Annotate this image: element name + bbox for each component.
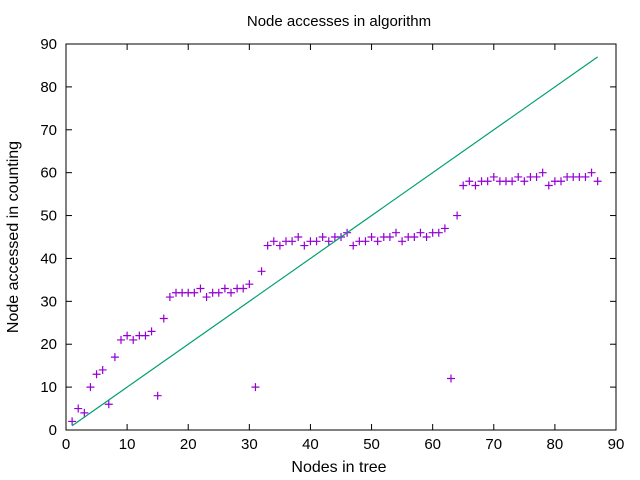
x-tick-label: 60 bbox=[424, 436, 441, 453]
data-point bbox=[98, 365, 107, 374]
x-tick-label: 70 bbox=[485, 436, 502, 453]
data-point bbox=[373, 237, 382, 246]
line-layer bbox=[71, 56, 599, 427]
data-point bbox=[153, 391, 162, 400]
data-point bbox=[257, 267, 266, 276]
data-point bbox=[80, 408, 89, 417]
data-point bbox=[288, 237, 297, 246]
y-axis: 0 10 20 30 40 50 60 70 80 90 bbox=[40, 36, 616, 439]
data-point bbox=[367, 233, 376, 241]
data-point bbox=[202, 293, 211, 302]
data-point bbox=[214, 288, 223, 297]
data-point bbox=[544, 181, 553, 190]
data-point bbox=[117, 335, 125, 344]
data-point bbox=[300, 241, 309, 250]
data-point bbox=[141, 331, 150, 340]
data-point bbox=[275, 241, 284, 250]
plot-frame bbox=[65, 43, 617, 431]
x-tick-label: 90 bbox=[608, 436, 625, 453]
data-point bbox=[593, 177, 602, 186]
data-point bbox=[92, 370, 101, 379]
y-tick-label: 20 bbox=[40, 336, 57, 353]
y-axis-label: Node accessed in counting bbox=[5, 141, 22, 333]
data-point bbox=[416, 228, 425, 237]
data-point bbox=[361, 237, 370, 246]
data-point bbox=[489, 172, 498, 181]
y-tick-label: 90 bbox=[40, 36, 57, 53]
data-point bbox=[190, 288, 199, 297]
data-point bbox=[110, 353, 119, 362]
data-point bbox=[74, 404, 83, 413]
data-point bbox=[251, 383, 260, 392]
data-point bbox=[318, 233, 327, 241]
data-point bbox=[532, 172, 541, 181]
y-tick-label: 70 bbox=[40, 122, 57, 139]
data-point bbox=[447, 374, 455, 383]
x-tick-label: 10 bbox=[119, 436, 136, 453]
data-point bbox=[508, 177, 517, 186]
data-point bbox=[483, 177, 492, 186]
data-point bbox=[324, 237, 333, 246]
x-tick-label: 50 bbox=[363, 436, 380, 453]
data-point bbox=[68, 417, 77, 426]
data-point bbox=[471, 181, 480, 190]
data-point bbox=[239, 284, 248, 293]
y-tick-label: 60 bbox=[40, 165, 57, 182]
data-point bbox=[104, 400, 113, 409]
data-point bbox=[410, 233, 419, 241]
data-point bbox=[392, 228, 400, 237]
points-layer bbox=[68, 168, 602, 426]
x-tick-label: 30 bbox=[241, 436, 258, 453]
data-point bbox=[269, 237, 278, 246]
data-point bbox=[465, 177, 474, 186]
data-point bbox=[422, 233, 431, 241]
chart-title: Node accesses in algorithm bbox=[247, 13, 431, 30]
data-point bbox=[147, 327, 156, 336]
data-point bbox=[227, 288, 235, 297]
data-point bbox=[398, 237, 407, 246]
x-tick-label: 20 bbox=[180, 436, 197, 453]
data-point bbox=[434, 228, 443, 237]
y-tick-label: 10 bbox=[40, 379, 57, 396]
data-point bbox=[587, 168, 596, 177]
y-tick-label: 30 bbox=[40, 293, 57, 310]
data-point bbox=[220, 284, 229, 293]
data-point bbox=[440, 224, 449, 233]
x-axis-label: Nodes in tree bbox=[291, 459, 386, 476]
data-point bbox=[245, 280, 254, 289]
data-point bbox=[196, 284, 205, 293]
data-point bbox=[557, 177, 565, 186]
x-tick-label: 80 bbox=[547, 436, 564, 453]
data-point bbox=[263, 241, 272, 250]
x-tick-label: 0 bbox=[62, 436, 70, 453]
data-point bbox=[123, 331, 132, 340]
data-point bbox=[459, 181, 468, 190]
data-point bbox=[312, 237, 321, 246]
data-point bbox=[514, 172, 523, 181]
x-tick-label: 40 bbox=[302, 436, 319, 453]
data-point bbox=[165, 293, 174, 302]
y-tick-label: 0 bbox=[49, 422, 57, 439]
data-point bbox=[86, 383, 95, 392]
data-point bbox=[385, 233, 394, 241]
data-point bbox=[581, 172, 590, 181]
y-tick-label: 50 bbox=[40, 208, 57, 225]
reference-line bbox=[71, 56, 599, 427]
data-point bbox=[520, 177, 529, 186]
data-point bbox=[129, 335, 138, 344]
y-tick-label: 40 bbox=[40, 250, 57, 267]
data-point bbox=[453, 211, 462, 220]
data-point bbox=[159, 314, 168, 323]
data-point bbox=[538, 168, 547, 177]
data-point bbox=[349, 241, 358, 250]
y-tick-label: 80 bbox=[40, 79, 57, 96]
data-point bbox=[294, 233, 303, 241]
x-axis: 0 10 20 30 40 50 60 70 80 90 bbox=[62, 44, 625, 453]
